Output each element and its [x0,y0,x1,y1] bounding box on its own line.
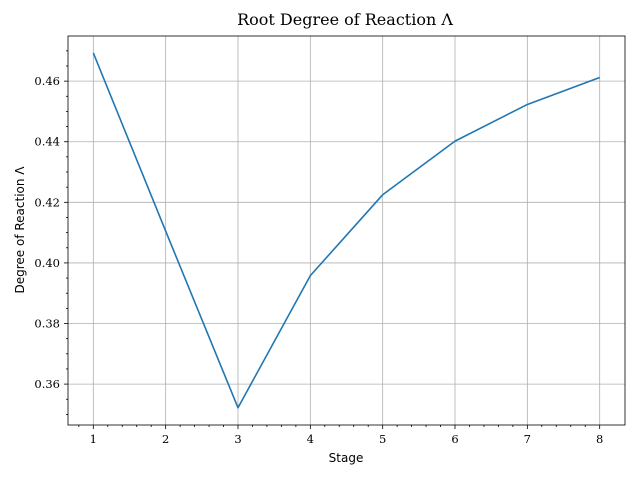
chart-title: Root Degree of Reaction Λ [237,10,453,29]
y-tick-label: 0.46 [34,74,60,88]
x-tick-label: 1 [90,432,97,446]
y-axis-ticks: 0.36 0.38 0.40 0.42 0.44 0.46 [34,74,68,391]
x-tick-label: 4 [307,432,314,446]
y-tick-label: 0.44 [34,135,60,149]
x-tick-label: 7 [524,432,531,446]
series-line [92,52,600,409]
minor-ticks [66,50,586,427]
y-tick-label: 0.36 [34,377,60,391]
plot-frame [67,35,626,426]
grid [68,36,625,425]
x-tick-label: 6 [451,432,458,446]
x-tick-label: 2 [162,432,169,446]
x-tick-label: 5 [379,432,386,446]
y-axis-label: Degree of Reaction Λ [13,166,27,294]
x-axis-ticks: 1 2 3 4 5 6 7 8 [90,425,603,446]
x-tick-label: 3 [234,432,241,446]
y-tick-label: 0.40 [34,256,60,270]
y-tick-label: 0.42 [34,195,60,209]
y-tick-label: 0.38 [34,317,60,331]
x-axis-label: Stage [329,451,364,465]
x-tick-label: 8 [596,432,603,446]
series-group [92,52,600,409]
